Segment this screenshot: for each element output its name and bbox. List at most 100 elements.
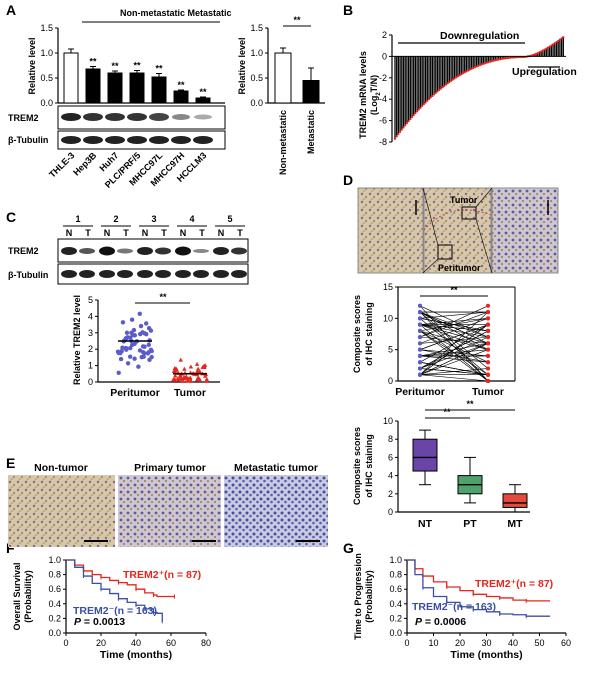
bar — [107, 72, 123, 104]
data-point — [486, 335, 490, 340]
y-tick-label: 10 — [383, 313, 393, 323]
y-tick-label: 5 — [88, 295, 93, 305]
error-dot — [536, 51, 539, 55]
x-tick-label: 60 — [166, 638, 176, 648]
y-tick-label: -8 — [379, 137, 387, 147]
error-dot — [429, 96, 432, 99]
error-dot — [433, 93, 436, 96]
error-dot — [502, 57, 505, 60]
data-point — [124, 330, 130, 335]
error-dot — [552, 43, 555, 46]
y-tick-label: 15 — [383, 282, 393, 292]
significance-label: ** — [159, 292, 167, 302]
annotation-downregulation: Downregulation — [440, 30, 519, 42]
box — [412, 438, 438, 472]
error-dot — [450, 79, 453, 82]
pair-line — [419, 311, 489, 319]
pair-line — [419, 374, 489, 382]
blot-bands-c — [61, 246, 247, 278]
bar — [173, 90, 189, 104]
x-tick-label: 50 — [534, 638, 544, 648]
data-point — [118, 356, 124, 362]
pair-line — [419, 330, 489, 363]
data-point — [125, 361, 131, 366]
data-point — [172, 377, 178, 382]
lane-number: 2 — [113, 214, 118, 224]
group-label: Non-metastatic Metastatic — [120, 8, 232, 18]
x-tick-label: Peritumor — [395, 386, 445, 398]
x-tick-label: Metastatic — [306, 110, 316, 154]
annotation-upregulation: Upregulation — [512, 66, 577, 78]
panel-label-b: B — [343, 2, 353, 18]
error-dot — [535, 52, 538, 55]
data-point — [194, 361, 200, 366]
lane-letter: N — [180, 228, 187, 238]
error-dot — [473, 66, 476, 69]
panel-label-c: C — [6, 209, 16, 225]
error-dot — [470, 67, 473, 70]
error-dot — [446, 82, 449, 85]
data-point — [418, 303, 422, 308]
tumor-border — [423, 209, 492, 231]
ihc-primary-tumor — [118, 475, 221, 547]
data-point — [128, 345, 133, 351]
y-tick-label: 0.5 — [250, 73, 263, 83]
lane-number: 5 — [227, 214, 232, 224]
error-dot — [562, 36, 565, 39]
box-chart: 0 2 4 6 8 10 Composite scores of IHC staining NT… — [352, 399, 530, 530]
error-dot — [458, 74, 461, 77]
label-non-tumor: Non-tumor — [34, 462, 88, 474]
lane-number: 4 — [189, 214, 194, 224]
error-dot — [404, 124, 407, 127]
data-point — [120, 345, 125, 350]
error-dot — [395, 135, 398, 138]
significance-label: ** — [199, 87, 207, 97]
legend-label: TREM2⁻(n = 163) — [412, 601, 496, 613]
data-point — [136, 364, 141, 369]
label-primary-tumor: Primary tumor — [134, 462, 206, 474]
y-axis-label: Composite scores — [352, 427, 362, 505]
y-tick-label: 0 — [388, 376, 393, 386]
bar — [195, 97, 211, 104]
y-axis-label: (Probability) — [23, 570, 33, 623]
data-point — [141, 354, 146, 359]
error-dot — [558, 38, 562, 41]
lane-letter: N — [142, 228, 149, 238]
significance-label: ** — [89, 57, 97, 67]
data-point — [129, 342, 135, 348]
data-point — [418, 310, 422, 315]
y-tick-label: 0.0 — [40, 98, 53, 108]
legend-label: TREM2⁺(n = 87) — [123, 569, 201, 581]
significance-label: ** — [111, 61, 119, 71]
data-point — [418, 360, 422, 365]
y-tick-label: 5 — [388, 345, 393, 355]
error-dot — [545, 47, 548, 50]
significance-label: ** — [133, 61, 141, 71]
error-dot — [506, 56, 509, 60]
y-tick-label: 2 — [88, 344, 93, 354]
blot-label-trem2-c: TREM2 — [8, 246, 39, 256]
error-dot — [441, 86, 444, 89]
error-dot — [482, 62, 485, 65]
error-dot — [484, 62, 487, 65]
error-dot — [478, 63, 482, 67]
y-tick-label: -2 — [379, 73, 387, 83]
legend-label: TREM2⁺(n = 87) — [475, 578, 553, 590]
data-point — [140, 349, 146, 355]
error-dot — [495, 58, 499, 61]
y-tick-label: 2 — [382, 30, 387, 40]
x-tick-label: 40 — [508, 638, 518, 648]
blot-label-tubulin-c: β-Tubulin — [8, 270, 48, 280]
y-tick-label: 8 — [388, 434, 393, 444]
error-dot — [444, 83, 448, 86]
panel-b: -8 -6 -4 -2 0 2 TREM2 mRNA levels (Log2T/N) D… — [358, 30, 577, 147]
error-dot — [472, 66, 475, 70]
x-axis-label: Time (months) — [100, 649, 172, 661]
ihc-metastatic-tumor — [224, 475, 328, 547]
x-tick-label: NT — [418, 518, 433, 530]
blot-bands-a — [61, 113, 213, 144]
x-tick-label: 80 — [201, 638, 211, 648]
data-point — [418, 372, 422, 377]
